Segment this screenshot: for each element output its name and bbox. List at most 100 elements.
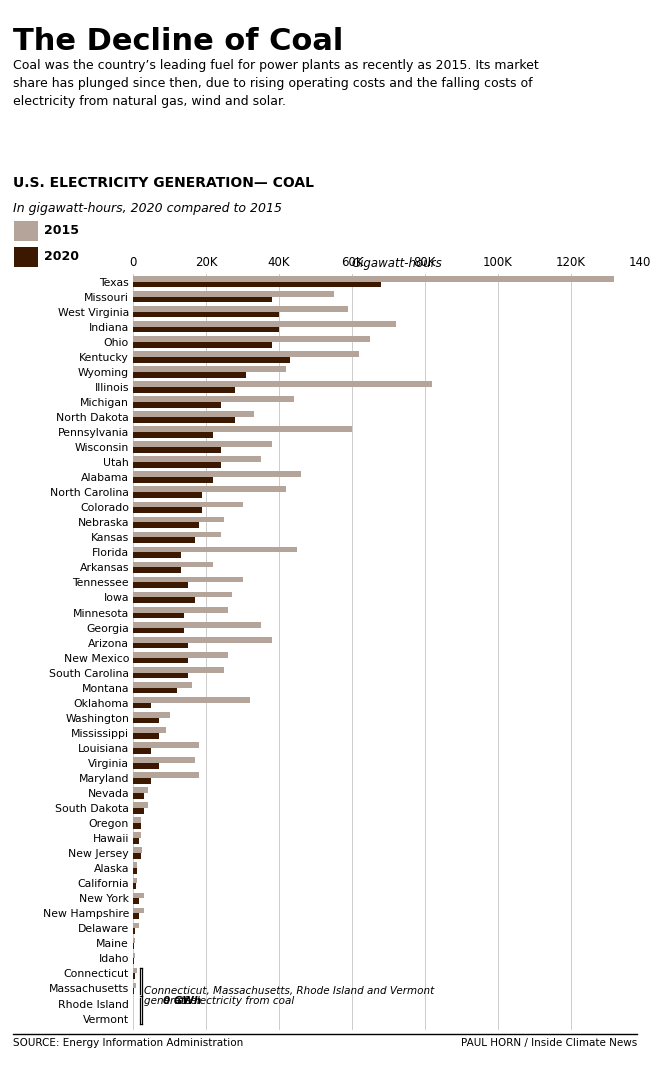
Bar	[133, 447, 221, 453]
Bar	[133, 636, 272, 643]
Bar	[133, 817, 140, 823]
Bar	[133, 733, 159, 739]
Bar	[133, 757, 195, 763]
Bar	[133, 427, 352, 432]
Bar	[133, 621, 261, 628]
Bar	[133, 462, 221, 468]
Bar	[133, 312, 279, 317]
Bar	[133, 854, 140, 859]
Text: Coal was the country’s leading fuel for power plants as recently as 2015. Its ma: Coal was the country’s leading fuel for …	[13, 59, 539, 109]
Bar	[133, 989, 134, 994]
Bar	[133, 606, 228, 613]
Bar	[133, 297, 272, 302]
Bar	[133, 397, 294, 402]
Bar	[133, 666, 224, 673]
Bar	[133, 682, 192, 688]
Bar	[133, 907, 144, 914]
Bar	[133, 492, 203, 498]
Bar	[133, 442, 272, 447]
Bar	[133, 673, 188, 678]
Bar	[133, 412, 254, 417]
Bar	[133, 591, 231, 598]
Bar	[133, 477, 213, 483]
Text: Connecticut, Massachusetts, Rhode Island and Vermont: Connecticut, Massachusetts, Rhode Island…	[144, 986, 434, 995]
Bar	[133, 952, 135, 959]
Bar	[133, 847, 142, 854]
Bar	[133, 372, 246, 377]
Bar	[133, 546, 297, 553]
Text: In gigawatt-hours, 2020 compared to 2015: In gigawatt-hours, 2020 compared to 2015	[13, 202, 282, 215]
Bar	[133, 772, 199, 778]
Bar	[133, 417, 235, 422]
Bar	[133, 929, 135, 934]
Bar	[133, 568, 181, 573]
Bar	[133, 457, 261, 462]
Bar	[133, 727, 166, 733]
Text: 0 GWh: 0 GWh	[162, 997, 201, 1006]
Text: of electricity from coal: of electricity from coal	[174, 997, 294, 1006]
Bar	[133, 877, 137, 884]
Bar	[133, 658, 188, 663]
Bar	[133, 869, 137, 874]
Bar	[133, 628, 185, 633]
Bar	[133, 914, 138, 919]
Bar	[133, 517, 224, 522]
Text: SOURCE: Energy Information Administration: SOURCE: Energy Information Administratio…	[13, 1038, 243, 1048]
Bar	[133, 802, 148, 808]
Bar	[133, 983, 136, 989]
Bar	[133, 697, 250, 703]
Bar	[133, 899, 138, 904]
Text: 2020: 2020	[44, 250, 79, 263]
Bar	[133, 884, 136, 889]
Bar	[133, 522, 199, 528]
Bar	[133, 291, 333, 297]
Bar	[133, 688, 177, 693]
Bar	[133, 583, 188, 588]
Bar	[133, 507, 203, 513]
Bar	[133, 748, 151, 754]
Bar	[133, 703, 151, 708]
Bar	[133, 487, 286, 492]
Bar	[133, 387, 235, 392]
Bar	[133, 538, 195, 543]
Text: generate: generate	[144, 997, 194, 1006]
Bar	[133, 742, 199, 748]
Text: PAUL HORN / Inside Climate News: PAUL HORN / Inside Climate News	[461, 1038, 637, 1048]
Bar	[133, 763, 159, 769]
Bar	[133, 598, 195, 603]
Bar	[133, 712, 170, 718]
Bar	[133, 823, 140, 829]
Bar	[133, 402, 221, 407]
Text: U.S. ELECTRICITY GENERATION— COAL: U.S. ELECTRICITY GENERATION— COAL	[13, 176, 314, 190]
Bar	[133, 352, 359, 357]
Bar	[133, 553, 181, 558]
Bar	[133, 282, 381, 287]
Bar	[133, 808, 144, 814]
Bar	[133, 382, 432, 387]
Text: Gigawatt-hours: Gigawatt-hours	[352, 257, 443, 270]
Bar	[133, 651, 228, 658]
Bar	[133, 306, 348, 312]
Bar	[133, 576, 242, 583]
Bar	[133, 613, 185, 618]
Bar	[133, 276, 614, 282]
Bar	[133, 342, 272, 347]
Bar	[133, 357, 290, 362]
Bar	[133, 367, 286, 372]
Bar	[133, 561, 213, 568]
Bar	[133, 793, 144, 799]
Bar	[133, 968, 137, 974]
Bar	[133, 892, 144, 899]
Bar	[133, 778, 151, 784]
Bar	[133, 937, 135, 944]
Bar	[133, 321, 396, 327]
Bar	[133, 502, 242, 507]
Bar	[133, 472, 301, 477]
Bar	[133, 643, 188, 648]
Bar	[133, 787, 148, 793]
Bar	[133, 532, 221, 538]
Bar	[133, 327, 279, 332]
Bar	[133, 832, 140, 839]
Bar	[133, 336, 370, 342]
Bar	[133, 862, 137, 869]
